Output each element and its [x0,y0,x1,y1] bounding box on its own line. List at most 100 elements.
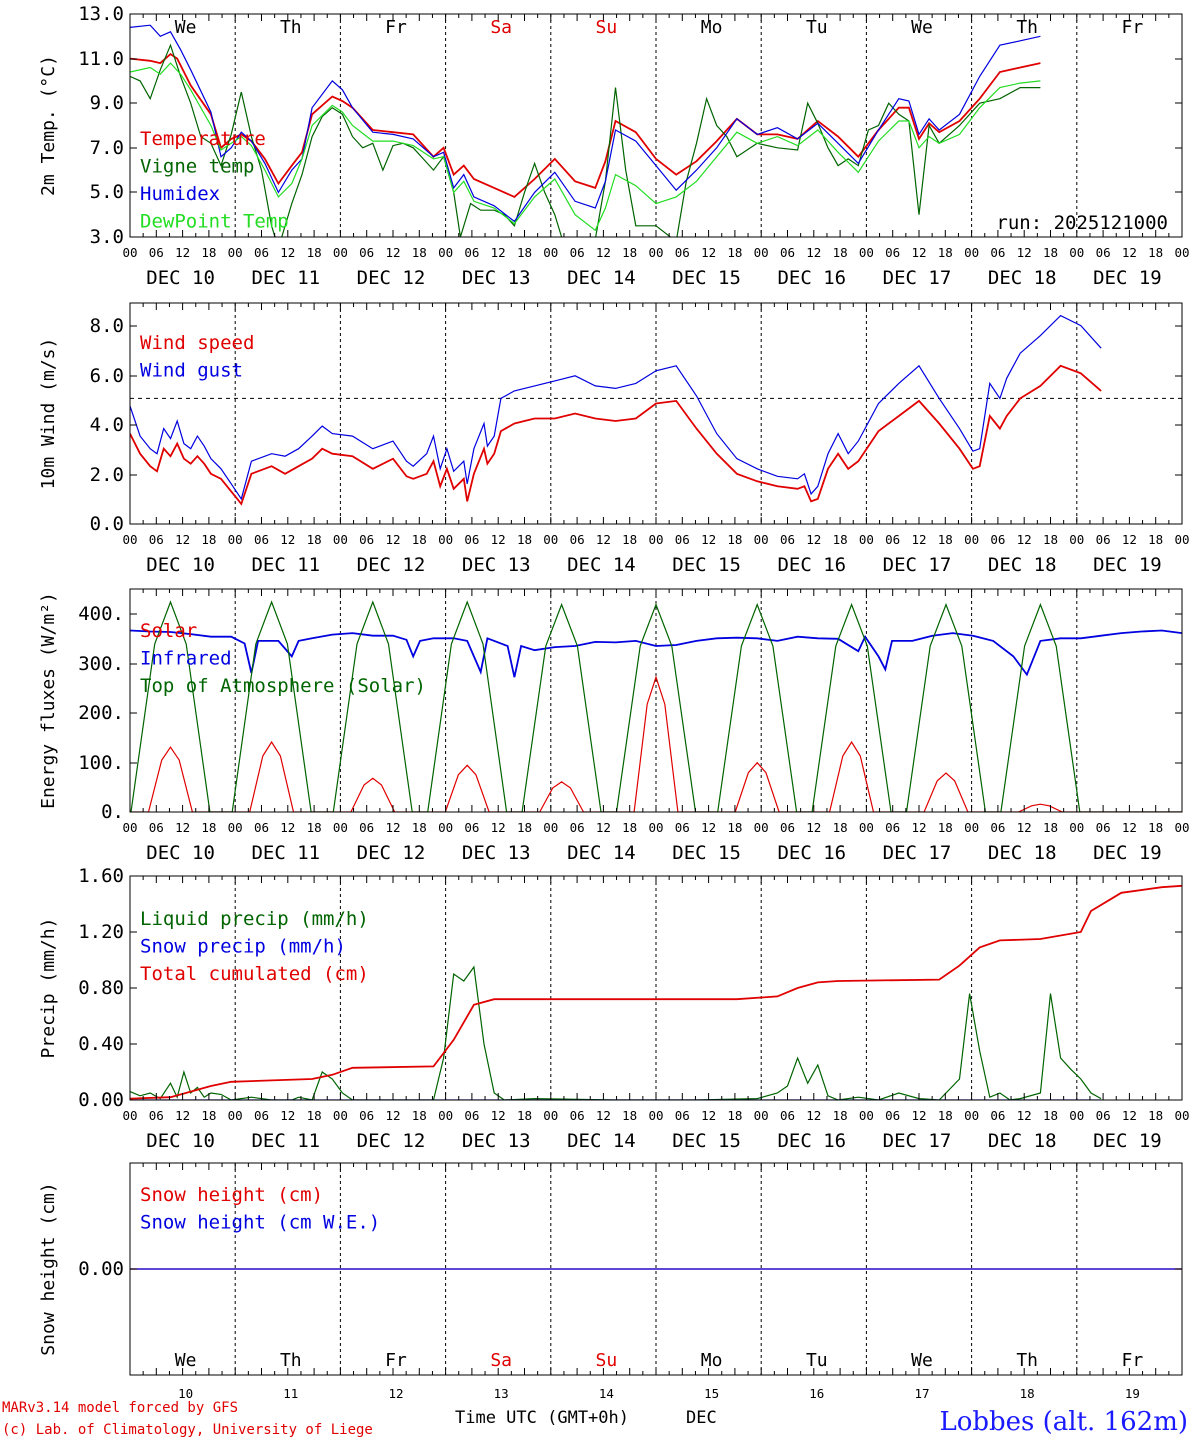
day-number: 15 [704,1386,719,1401]
date-label: DEC 11 [251,842,320,864]
series-wind-speed [130,364,1102,506]
hour-tick-label: 06 [149,820,164,835]
hour-tick-label: 18 [201,532,216,547]
legend-entry: Snow height (cm W.E.) [140,1212,380,1234]
date-label: DEC 13 [462,842,531,864]
hour-tick-label: 18 [517,820,532,835]
day-of-week-bottom: Su [596,1350,618,1371]
date-label: DEC 15 [672,842,741,864]
hour-tick-label: 00 [648,532,663,547]
hour-tick-label: 00 [754,245,769,260]
date-label: DEC 13 [462,554,531,576]
hour-tick-label: 00 [333,1108,348,1123]
hour-tick-label: 18 [1148,245,1163,260]
day-number: 18 [1020,1386,1035,1401]
hour-tick-label: 12 [596,820,611,835]
legend-entry: Humidex [140,183,220,205]
legend-entry: Vigne temp [140,156,254,178]
date-label: DEC 17 [883,267,952,289]
date-label: DEC 18 [988,554,1057,576]
day-number: 10 [178,1386,193,1401]
hour-tick-label: 06 [149,532,164,547]
hour-tick-label: 12 [806,1108,821,1123]
x-axis-title: Time UTC (GMT+0h) [455,1408,629,1428]
hour-tick-label: 06 [885,1108,900,1123]
hour-tick-label: 12 [1122,820,1137,835]
y-tick-label: 0.00 [78,1258,124,1280]
day-of-week-bottom: Sa [490,1350,512,1371]
hour-tick-label: 00 [122,532,137,547]
hour-tick-label: 06 [780,532,795,547]
series-infrared [130,629,1182,678]
y-tick-label: 11.0 [78,48,124,70]
hour-tick-label: 18 [727,1108,742,1123]
date-label: DEC 11 [251,1130,320,1152]
hour-tick-label: 06 [1096,245,1111,260]
legend-entry: Solar [140,620,197,642]
x-axis-month: DEC [686,1408,717,1428]
hour-tick-label: 06 [885,532,900,547]
date-label: DEC 16 [777,842,846,864]
y-tick-label: 400. [78,603,124,625]
hour-tick-label: 00 [122,1108,137,1123]
hour-tick-label: 12 [701,245,716,260]
hour-tick-label: 00 [333,245,348,260]
hour-tick-label: 06 [990,245,1005,260]
hour-tick-label: 00 [1069,245,1084,260]
date-label: DEC 12 [357,842,426,864]
date-label: DEC 15 [672,1130,741,1152]
date-label: DEC 13 [462,1130,531,1152]
hour-tick-label: 00 [122,820,137,835]
hour-tick-label: 12 [175,820,190,835]
hour-tick-label: 12 [280,1108,295,1123]
hour-tick-label: 00 [333,820,348,835]
y-axis-label: 2m Temp. (°C) [38,55,59,196]
hour-tick-label: 12 [491,245,506,260]
hour-tick-label: 06 [1096,532,1111,547]
series-layer [130,24,1182,1270]
hour-tick-label: 12 [280,245,295,260]
hour-tick-label: 00 [648,1108,663,1123]
station-name: Lobbes (alt. 162m) [939,1407,1188,1437]
series-wind-gust [130,314,1102,501]
hour-tick-label: 00 [543,820,558,835]
hour-tick-label: 00 [859,820,874,835]
frame-layer [129,13,1183,1376]
y-tick-label: 300. [78,653,124,675]
hour-tick-label: 12 [491,820,506,835]
day-of-week-top: Th [1016,17,1038,38]
hour-tick-label: 12 [280,532,295,547]
hour-tick-label: 18 [307,1108,322,1123]
y-tick-label: 3.0 [90,226,124,248]
hour-tick-label: 12 [1122,532,1137,547]
y-tick-label: 0.0 [90,513,124,535]
date-label: DEC 15 [672,267,741,289]
hour-tick-label: 18 [1148,1108,1163,1123]
hour-tick-label: 12 [596,1108,611,1123]
day-of-week-bottom: Tu [806,1350,828,1371]
hour-tick-label: 00 [438,820,453,835]
hour-tick-label: 12 [1122,245,1137,260]
hour-tick-label: 00 [964,820,979,835]
date-label: DEC 19 [1093,1130,1162,1152]
hour-tick-label: 00 [228,1108,243,1123]
hour-tick-label: 00 [543,245,558,260]
y-tick-label: 8.0 [90,315,124,337]
day-of-week-top: Th [280,17,302,38]
hour-tick-label: 00 [228,532,243,547]
hour-tick-label: 06 [570,820,585,835]
hour-tick-label: 12 [701,820,716,835]
hour-tick-label: 18 [833,820,848,835]
y-tick-label: 4.0 [90,414,124,436]
hour-tick-label: 00 [859,245,874,260]
y-axis-label: Energy fluxes (W/m²) [38,592,59,809]
hour-tick-label: 06 [990,1108,1005,1123]
legend-entry: Infrared [140,648,232,670]
hour-tick-label: 06 [780,1108,795,1123]
day-of-week-bottom: We [911,1350,933,1371]
hour-tick-label: 12 [491,1108,506,1123]
hour-tick-label: 12 [596,532,611,547]
date-label: DEC 11 [251,267,320,289]
hour-tick-label: 18 [307,820,322,835]
hour-tick-label: 00 [964,245,979,260]
